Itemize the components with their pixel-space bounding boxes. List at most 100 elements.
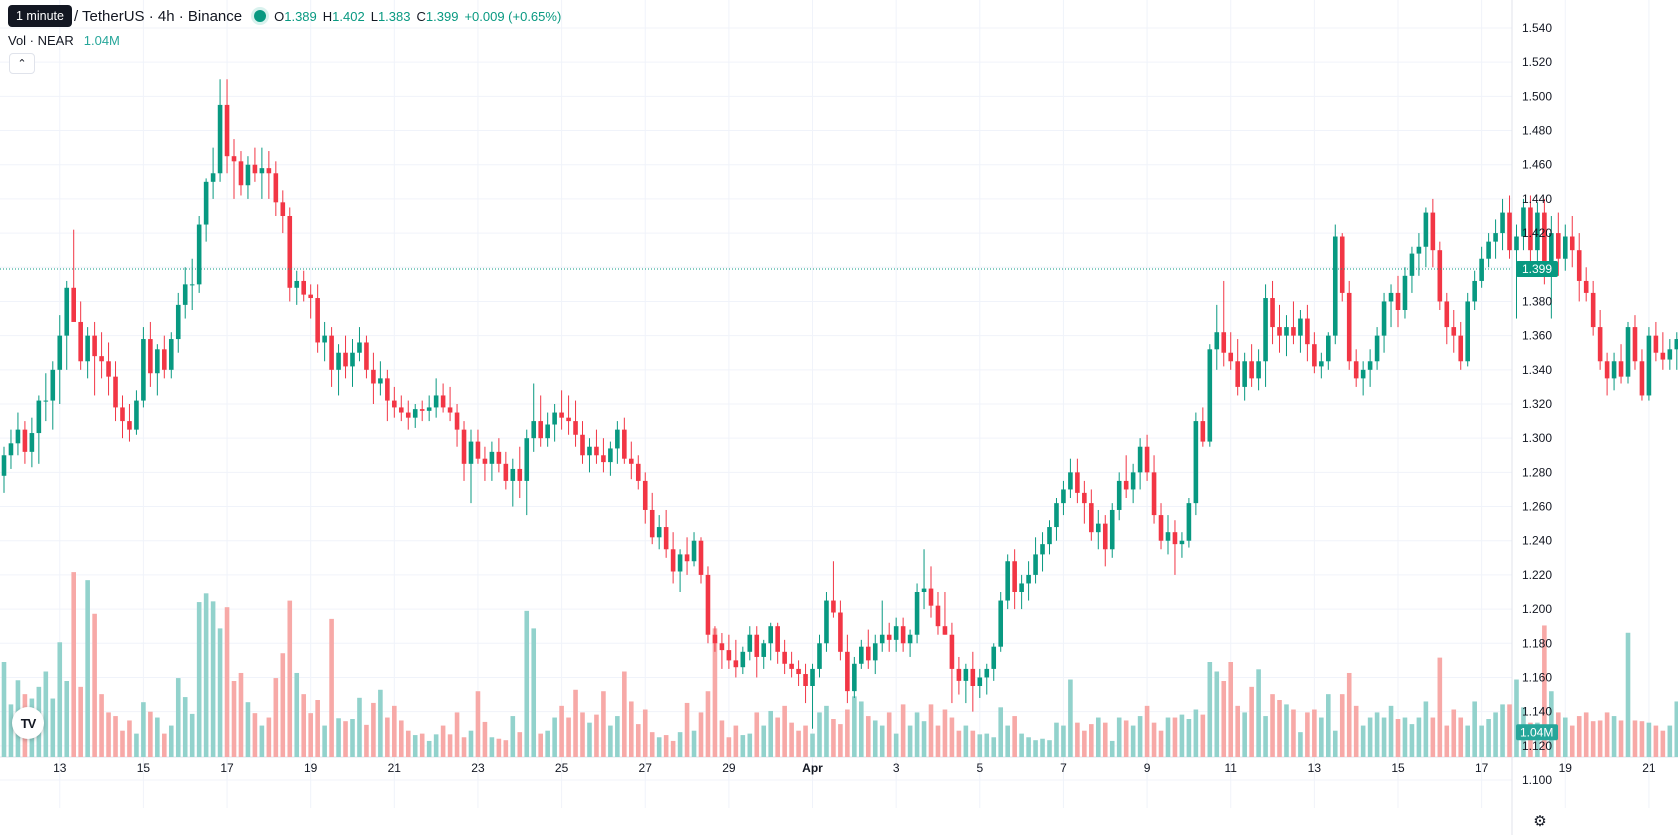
volume-bar xyxy=(315,700,320,757)
volume-bar xyxy=(761,725,767,757)
candle-body xyxy=(775,626,780,652)
candle-body xyxy=(907,634,913,644)
candle-body xyxy=(768,626,773,644)
candle-body xyxy=(1535,212,1540,251)
volume-bar xyxy=(698,712,704,757)
candle-body xyxy=(36,400,42,434)
candle-body xyxy=(831,600,836,613)
symbol-title[interactable]: / TetherUS · 4h · Binance xyxy=(73,7,243,25)
gear-icon[interactable]: ⚙ xyxy=(1533,813,1547,830)
candle-body xyxy=(1116,480,1122,510)
candle-body xyxy=(203,181,209,225)
volume-bar xyxy=(106,712,111,757)
volume-bar xyxy=(705,691,711,757)
volume-bar xyxy=(1653,725,1659,757)
volume-bar xyxy=(1611,716,1617,757)
candles xyxy=(1,79,1678,729)
volume-bar xyxy=(935,725,941,757)
candle-body xyxy=(245,164,251,186)
volume-bar xyxy=(859,701,864,757)
candle-body xyxy=(426,407,432,411)
volume-bar xyxy=(252,713,258,757)
candle-body xyxy=(517,468,523,481)
volume-bar xyxy=(162,733,167,757)
volume-bar xyxy=(1214,671,1220,757)
candle-body xyxy=(1451,327,1457,336)
volume-bar xyxy=(1102,722,1108,757)
candle-body xyxy=(1291,327,1296,336)
x-tick-label: 19 xyxy=(304,761,318,775)
candle-body xyxy=(1604,361,1610,379)
volume-bar xyxy=(1639,721,1645,757)
candle-body xyxy=(148,339,153,374)
candle-body xyxy=(43,400,49,402)
volume-bar xyxy=(1437,657,1443,757)
price-axis[interactable]: 1.100 1.120 1.140 1.160 1.180 1.200 1.220 1.240… xyxy=(1516,21,1558,787)
volume-bar xyxy=(412,735,418,757)
volume-bar xyxy=(224,607,230,757)
candle-body xyxy=(1061,489,1066,504)
volume-bar xyxy=(803,725,808,757)
volume-bar xyxy=(719,720,725,757)
volume-bar xyxy=(385,717,390,757)
candle-body xyxy=(461,429,467,464)
volume-bar xyxy=(1,662,7,757)
candle-body xyxy=(1528,207,1533,251)
volume-bar xyxy=(1374,712,1380,757)
candle-body xyxy=(1542,212,1547,268)
volume-bar xyxy=(1423,701,1429,757)
y-tick-label: 1.240 xyxy=(1522,534,1552,548)
candle-body xyxy=(357,342,362,353)
candle-body xyxy=(1646,335,1652,396)
logo-text: TV xyxy=(20,715,37,731)
candle-body xyxy=(1360,369,1366,379)
volume-bar xyxy=(865,716,871,757)
y-tick-label: 1.540 xyxy=(1522,21,1552,35)
candle-body xyxy=(1353,361,1359,379)
volume-bar xyxy=(998,707,1004,757)
volume-bar xyxy=(1500,704,1505,757)
tradingview-logo-icon[interactable]: TV xyxy=(12,707,44,739)
candle-body xyxy=(629,458,634,464)
volume-bar xyxy=(1158,730,1164,757)
candle-body xyxy=(1,455,7,476)
time-axis[interactable]: 131517192123252729Apr3579111315171921232… xyxy=(53,761,1678,775)
volume-bar xyxy=(1221,681,1227,757)
volume-bar xyxy=(1395,719,1401,757)
candle-body xyxy=(845,651,850,692)
volume-bar xyxy=(622,671,627,757)
volume-bar xyxy=(1590,721,1596,757)
volume-bar xyxy=(1660,730,1666,757)
legend-change: +0.009 (+0.65%) xyxy=(464,8,562,24)
market-status-icon[interactable] xyxy=(254,10,267,22)
candle-body xyxy=(859,646,864,664)
volume-bar xyxy=(963,725,969,757)
volume-label[interactable]: Vol · NEAR xyxy=(8,32,74,48)
y-tick-label: 1.260 xyxy=(1522,500,1552,514)
volume-bar xyxy=(343,721,348,757)
candle-body xyxy=(1576,250,1582,281)
candle-body xyxy=(113,376,118,408)
candle-body xyxy=(1639,361,1645,396)
candle-body xyxy=(106,361,111,377)
volume-bar xyxy=(538,733,543,757)
volume-bar xyxy=(642,709,648,757)
candle-body xyxy=(1130,472,1136,490)
volume-bar xyxy=(677,732,683,757)
volume-bar xyxy=(329,618,334,757)
volume-bar xyxy=(691,730,697,757)
candle-body xyxy=(747,634,753,652)
y-tick-label: 1.440 xyxy=(1522,192,1552,206)
volume-bar xyxy=(831,719,836,757)
candle-body xyxy=(1214,332,1220,350)
candle-body xyxy=(872,643,878,661)
volume-bar xyxy=(92,613,97,757)
volume-bar xyxy=(1116,717,1122,757)
collapse-legend-button[interactable]: ⌃ xyxy=(9,53,35,74)
candle-body xyxy=(1458,335,1464,362)
volume-bar xyxy=(1123,720,1129,757)
candle-body xyxy=(712,634,718,644)
candle-body xyxy=(364,342,369,370)
